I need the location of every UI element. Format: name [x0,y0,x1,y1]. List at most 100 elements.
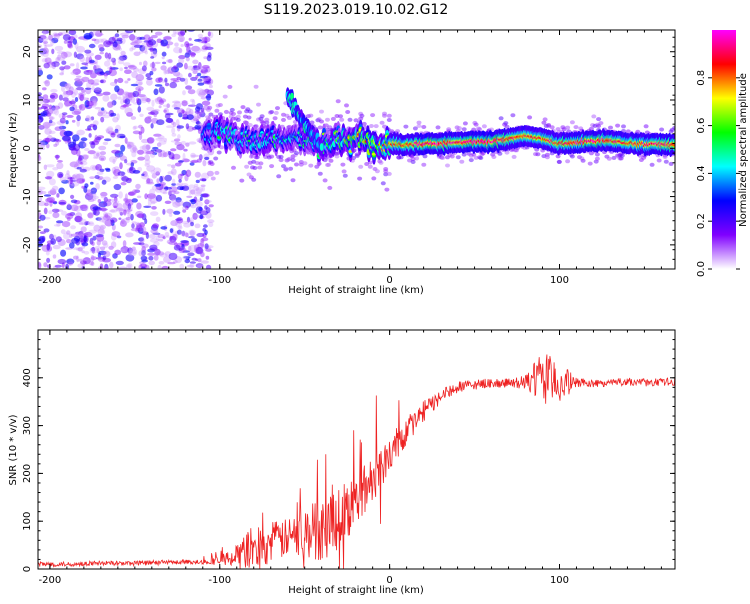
spectrogram-noise-blob [147,39,157,46]
spectrogram-noise-blob [72,173,81,181]
spectrogram-noise-blob [185,85,193,90]
spectrogram-halo [290,157,296,162]
spectrogram-noise-blob [63,40,68,44]
spectrogram-halo [416,120,422,125]
spectrogram-noise-blob [38,48,47,54]
spectrogram-noise-blob [168,58,173,64]
spectrogram-noise-blob [206,94,212,101]
spectrogram-halo [264,117,270,122]
spectrogram-noise-blob [174,162,182,167]
spectrogram-halo [421,162,427,167]
spectrogram-noise-blob [78,231,85,239]
spectrogram-noise-blob [101,107,105,111]
spectrogram-noise-blob [196,158,202,163]
spectrogram-noise-blob [96,38,105,43]
spectrogram-noise-blob [156,142,162,147]
spectrogram-noise-blob [162,152,168,158]
spectrogram-noise-blob [99,47,105,52]
spectrogram-noise-blob [117,59,125,65]
spectrogram-noise-blob [44,57,52,64]
spectrogram-noise-blob [188,244,198,253]
spectrogram-halo [276,174,282,179]
spectrogram-noise-blob [112,61,116,66]
spectrogram-noise-blob [43,62,50,69]
spectrogram-noise-blob [56,193,60,198]
spectrogram-noise-blob [143,205,152,208]
spectrogram-noise-blob [180,173,185,177]
spectrogram-noise-blob [151,99,155,107]
spectrogram-halo [370,113,376,118]
spectrogram-halo [240,105,246,110]
spectrogram-noise-blob [132,130,141,135]
spectrogram-noise-blob [139,145,148,150]
spectrogram-noise-blob [125,232,134,238]
spectrogram-noise-blob [80,137,88,142]
spectrogram-noise-blob [184,62,188,70]
spectrogram-noise-blob [160,226,168,230]
spectrogram-x-tick-label: 0 [386,275,392,286]
spectrogram-halo [269,110,275,114]
spectrogram-noise-blob [130,41,139,46]
spectrogram-noise-blob [122,240,127,248]
spectrogram-ridge [206,124,212,128]
spectrogram-noise-blob [146,106,155,111]
spectrogram-noise-blob [141,97,147,104]
spectrogram-halo [477,127,483,132]
spectrogram-noise-blob [54,45,64,52]
spectrogram-noise-blob [93,151,103,159]
spectrogram-noise-blob [57,54,61,61]
snr-y-tick-label: 200 [22,464,33,483]
spectrogram-noise-blob [94,38,100,45]
spectrogram-noise-blob [108,69,117,77]
spectrogram-noise-blob [52,105,60,110]
spectrogram-noise-blob [149,62,156,68]
spectrogram-noise-blob [42,40,49,44]
spectrogram-noise-blob [181,230,186,237]
spectrogram-noise-blob [86,69,94,73]
spectrogram-noise-blob [141,144,151,152]
spectrogram-noise-blob [87,79,95,85]
spectrogram-noise-blob [128,250,137,257]
spectrogram-noise-blob [66,170,70,176]
spectrogram-halo [214,108,220,113]
spectrogram-noise-blob [113,183,122,191]
spectrogram-noise-blob [144,98,152,102]
spectrogram-noise-blob [92,30,101,36]
spectrogram-halo [294,162,299,167]
spectrogram-noise-blob [201,40,208,44]
spectrogram-noise-blob [74,78,81,82]
spectrogram-y-tick-label: -10 [22,188,33,204]
spectrogram-noise-blob [103,242,109,248]
spectrogram-noise-blob [166,208,174,214]
spectrogram-noise-blob [80,218,87,226]
spectrogram-noise-blob [73,205,82,212]
spectrogram-noise-blob [111,72,118,76]
spectrogram-noise-blob [188,108,194,116]
spectrogram-noise-blob [49,94,56,99]
spectrogram-noise-blob [38,37,44,43]
spectrogram-noise-blob [45,250,50,256]
spectrogram-noise-blob [46,170,55,178]
spectrogram-halo [510,113,516,118]
spectrogram-noise-blob [141,65,147,72]
spectrogram-noise-blob [122,217,130,224]
spectrogram-noise-blob [186,219,192,223]
spectrogram-noise-blob [198,89,208,96]
spectrogram-noise-blob [90,72,97,79]
spectrogram-noise-blob [49,116,54,120]
spectrogram-noise-blob [98,155,106,162]
spectrogram-halo [341,169,347,174]
spectrogram-noise-blob [113,205,117,209]
spectrogram-noise-blob [146,137,155,144]
spectrogram-noise-blob [87,212,93,218]
spectrogram-noise-blob [84,49,92,54]
spectrogram-noise-blob [123,91,131,96]
spectrogram-noise-blob [197,82,205,86]
spectrogram-noise-blob [95,217,102,221]
spectrogram-noise-blob [103,211,108,218]
spectrogram-noise-blob [111,149,120,154]
spectrogram-noise-blob [52,254,57,259]
